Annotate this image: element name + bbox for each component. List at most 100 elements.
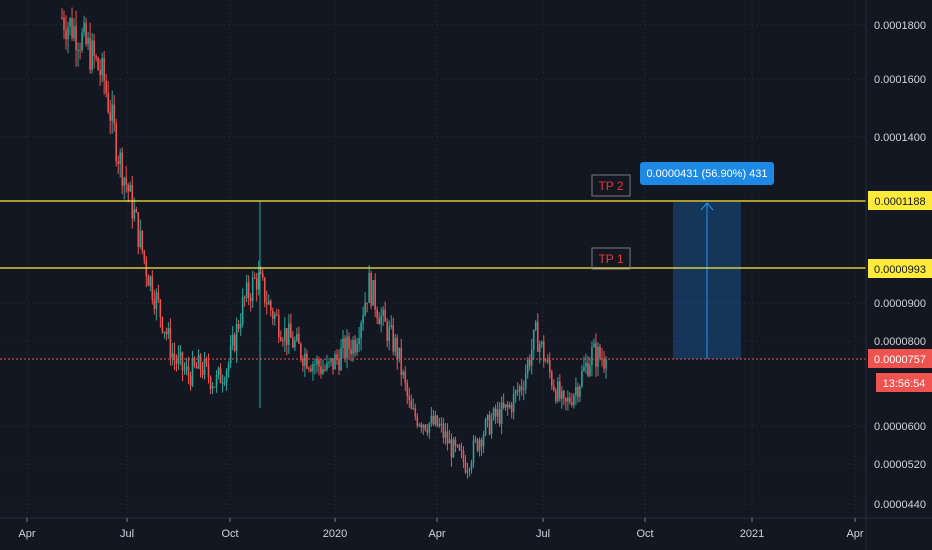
candle-body bbox=[133, 209, 136, 219]
candle-body bbox=[366, 302, 368, 304]
candle-body bbox=[464, 461, 467, 473]
candle-body bbox=[370, 273, 372, 306]
y-tick-label: 0.0000800 bbox=[874, 336, 926, 348]
candle-body bbox=[482, 434, 485, 447]
candle-body bbox=[95, 55, 97, 58]
candle-body bbox=[555, 390, 557, 402]
candle-body bbox=[512, 393, 515, 412]
candle-body bbox=[71, 18, 73, 39]
candle-body bbox=[348, 336, 350, 349]
candle-body bbox=[121, 152, 124, 186]
candle-body bbox=[316, 359, 318, 365]
candle-body bbox=[123, 177, 126, 186]
candle-body bbox=[161, 317, 164, 332]
candle-body bbox=[544, 361, 547, 363]
candle-body bbox=[538, 344, 541, 352]
chart-grid bbox=[0, 0, 866, 518]
candle-body bbox=[510, 404, 513, 412]
candle-body bbox=[155, 292, 158, 309]
candle-body bbox=[526, 359, 529, 374]
candle-body bbox=[65, 30, 67, 40]
candle-body bbox=[284, 328, 286, 342]
candle-body bbox=[263, 277, 266, 303]
candle-body bbox=[241, 296, 244, 325]
candle-body bbox=[141, 230, 144, 251]
candle-body bbox=[520, 386, 523, 391]
candle-body bbox=[444, 431, 447, 438]
candle-body bbox=[569, 397, 571, 403]
candle-body bbox=[167, 328, 170, 335]
countdown: 13:56:54 bbox=[883, 378, 926, 390]
candle-body bbox=[575, 387, 577, 395]
candle-body bbox=[151, 276, 154, 300]
candle-body bbox=[149, 276, 152, 286]
candle-body bbox=[388, 326, 391, 341]
candle-body bbox=[504, 404, 507, 408]
candle-body bbox=[546, 359, 549, 362]
candle-body bbox=[384, 309, 386, 322]
candle-body bbox=[179, 352, 182, 356]
candle-body bbox=[540, 341, 543, 345]
candle-body bbox=[514, 390, 517, 394]
candle-body bbox=[585, 362, 587, 367]
measure-label-box bbox=[640, 162, 774, 185]
candle-body bbox=[93, 40, 95, 56]
candle-body bbox=[567, 397, 569, 402]
candle-body bbox=[247, 282, 250, 299]
candle-body bbox=[89, 37, 91, 70]
candle-body bbox=[452, 439, 455, 458]
candle-body bbox=[165, 331, 168, 335]
candle-body bbox=[83, 22, 85, 33]
x-tick-label: Oct bbox=[221, 528, 238, 540]
candle-body bbox=[438, 424, 441, 427]
x-axis[interactable]: Apr Jul Oct 2020 Apr Jul Oct 2021 Apr bbox=[18, 518, 864, 540]
candle-body bbox=[536, 321, 539, 352]
candle-body bbox=[290, 323, 292, 338]
y-tick-label: 0.0001600 bbox=[874, 74, 926, 86]
candle-body bbox=[374, 280, 376, 310]
candle-body bbox=[233, 334, 236, 351]
candle-body bbox=[360, 323, 362, 339]
candle-body bbox=[494, 408, 497, 417]
y-axis[interactable]: 0.0001800 0.0001600 0.0001400 0.0000900 0.00… bbox=[874, 20, 926, 511]
candle-body bbox=[235, 324, 238, 351]
candle-body bbox=[310, 368, 312, 372]
candle-body bbox=[518, 386, 521, 392]
candle-body bbox=[334, 354, 336, 370]
candle-body bbox=[326, 362, 328, 370]
candle-body bbox=[516, 390, 519, 392]
candle-body bbox=[356, 343, 358, 353]
candle-body bbox=[183, 369, 186, 371]
candle-body bbox=[292, 337, 294, 348]
candle-body bbox=[571, 402, 573, 406]
x-tick-label: 2021 bbox=[740, 528, 764, 540]
candle-body bbox=[147, 276, 150, 286]
candle-body bbox=[143, 250, 146, 260]
candle-body bbox=[181, 352, 184, 371]
candle-body bbox=[73, 25, 75, 39]
candle-body bbox=[187, 366, 190, 376]
candle-body bbox=[422, 424, 425, 428]
candle-body bbox=[288, 323, 290, 345]
candle-body bbox=[328, 361, 330, 363]
candle-body bbox=[597, 346, 599, 367]
candlestick-series bbox=[61, 7, 607, 479]
candle-body bbox=[408, 395, 411, 401]
candle-body bbox=[223, 382, 226, 384]
candle-body bbox=[559, 381, 561, 399]
current-price-tag bbox=[868, 349, 932, 368]
candle-body bbox=[472, 440, 475, 463]
candle-body bbox=[551, 372, 553, 386]
candle-body bbox=[595, 343, 597, 367]
candle-body bbox=[318, 359, 320, 367]
candle-body bbox=[237, 324, 240, 329]
candle-body bbox=[456, 445, 459, 447]
candle-body bbox=[271, 310, 274, 319]
candle-body bbox=[87, 37, 89, 45]
candle-body bbox=[225, 370, 228, 383]
candle-body bbox=[587, 362, 589, 376]
candle-body bbox=[581, 370, 583, 387]
candle-body bbox=[470, 462, 473, 470]
candle-body bbox=[99, 69, 101, 76]
